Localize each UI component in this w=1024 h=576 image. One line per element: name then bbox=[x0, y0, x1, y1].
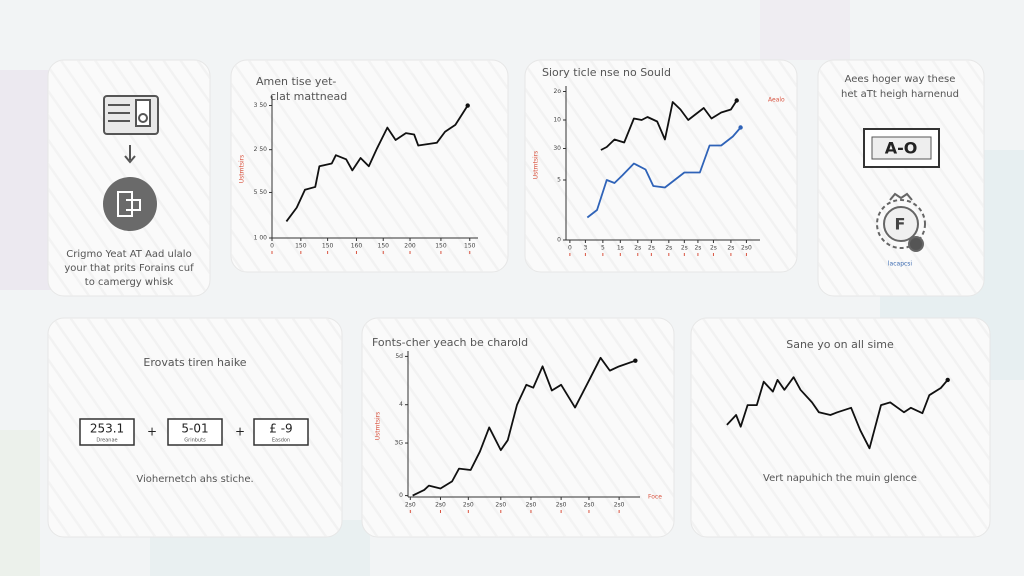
end-point bbox=[465, 103, 470, 108]
x-tick-label: 2s bbox=[681, 245, 688, 252]
stat-box bbox=[253, 418, 309, 446]
info-box-inner bbox=[871, 136, 932, 160]
x-tick-label: 2s0 bbox=[463, 502, 474, 509]
x-tick-label: 2s0 bbox=[741, 245, 752, 252]
x-tick-label: 160 bbox=[351, 243, 363, 250]
info-box-label: A-O bbox=[885, 139, 918, 158]
stat-value: 253.1 bbox=[90, 422, 124, 436]
x-tick-label: 2s0 bbox=[584, 502, 595, 509]
x-tick-label: 150 bbox=[464, 243, 476, 250]
info-heading: Aees hoger way these bbox=[845, 74, 956, 85]
x-tick-label: 200 bbox=[404, 243, 416, 250]
info-caption: lacapcsi bbox=[888, 261, 913, 268]
end-point bbox=[945, 377, 950, 383]
end-point bbox=[633, 358, 638, 363]
x-tick-label: 150 bbox=[295, 243, 307, 250]
chart-title: Fonts-cher yeach be charold bbox=[372, 336, 528, 349]
y-tick-label: 5 50 bbox=[254, 189, 268, 196]
y-tick-label: 4 bbox=[399, 401, 403, 408]
x-tick-label: 2s0 bbox=[526, 502, 537, 509]
x-tick-label: 2s bbox=[648, 245, 655, 252]
annotation: Aealo bbox=[768, 97, 785, 104]
y-tick-label: 0 bbox=[399, 492, 403, 499]
x-tick-label: 2s0 bbox=[556, 502, 567, 509]
chart-caption: Vert napuhich the muin glence bbox=[763, 473, 917, 484]
stat-value: 5-01 bbox=[181, 422, 208, 436]
x-tick-label: 3 bbox=[583, 245, 587, 252]
x-tick-label: 2s bbox=[694, 245, 701, 252]
x-tick-label: 2s bbox=[727, 245, 734, 252]
chart-title: Siory ticle nse no Sould bbox=[542, 66, 671, 79]
end-point bbox=[734, 98, 739, 103]
x-tick-label: 150 bbox=[435, 243, 447, 250]
y-tick-label: 0 bbox=[557, 237, 561, 244]
x-tick-label: 2s0 bbox=[435, 502, 446, 509]
x-tick-label: 1s bbox=[617, 245, 624, 252]
x-tick-label: 150 bbox=[322, 243, 334, 250]
chart-title: Amen tise yet- bbox=[256, 75, 336, 88]
stat-operator: + bbox=[235, 425, 245, 439]
stat-box bbox=[167, 418, 223, 446]
x-tick-label: 5 bbox=[601, 245, 605, 252]
flow-caption: to camergy whisk bbox=[85, 277, 174, 288]
line-series bbox=[600, 100, 738, 151]
y-tick-label: 30 bbox=[553, 145, 561, 152]
chart-subtitle: clat mattnead bbox=[270, 90, 347, 103]
y-axis-label: Ustmtsirs bbox=[375, 412, 382, 440]
chart-title: Sane yo on all sime bbox=[786, 338, 894, 351]
stat-label: Dreanae bbox=[96, 438, 117, 444]
stat-value: £ -9 bbox=[269, 422, 292, 436]
x-tick-label: 2s bbox=[634, 245, 641, 252]
y-axis-label: Ustmtsirs bbox=[533, 151, 540, 179]
end-point bbox=[738, 125, 743, 130]
y-tick-label: 3G bbox=[395, 440, 404, 447]
y-tick-label: 5 bbox=[557, 177, 561, 184]
info-heading: het aTt heigh harnenud bbox=[841, 89, 959, 100]
stats-heading: Erovats tiren haike bbox=[143, 356, 246, 369]
line-series bbox=[726, 376, 949, 450]
x-tick-label: 0 bbox=[568, 245, 572, 252]
y-tick-label: 1 00 bbox=[254, 235, 268, 242]
stats-caption: Viohernetch ahs stiche. bbox=[136, 474, 253, 485]
x-tick-label: 2s0 bbox=[405, 502, 416, 509]
stat-operator: + bbox=[147, 425, 157, 439]
y-tick-label: 10 bbox=[553, 117, 561, 124]
annotation: Foce bbox=[648, 494, 662, 501]
y-tick-label: 2o bbox=[554, 88, 562, 95]
y-tick-label: 5d bbox=[395, 353, 403, 360]
x-tick-label: 0 bbox=[270, 243, 274, 250]
line-series bbox=[586, 126, 742, 219]
y-axis-label: Ustmtsirs bbox=[239, 155, 246, 183]
flow-caption: your that prits Forains cuf bbox=[64, 263, 194, 274]
line-series bbox=[285, 105, 469, 222]
stat-label: Grinbuts bbox=[184, 438, 206, 444]
x-tick-label: 2s0 bbox=[614, 502, 625, 509]
y-tick-label: 2 50 bbox=[254, 146, 268, 153]
x-tick-label: 2s bbox=[665, 245, 672, 252]
flow-caption: Crigmo Yeat AT Aad ulalo bbox=[66, 249, 191, 260]
info-icon bbox=[876, 192, 926, 252]
x-tick-label: 150 bbox=[378, 243, 390, 250]
y-tick-label: 3 50 bbox=[254, 102, 268, 109]
stat-box bbox=[79, 418, 135, 446]
line-series bbox=[412, 356, 636, 497]
stat-label: Easdon bbox=[272, 438, 290, 444]
x-tick-label: 2s bbox=[710, 245, 717, 252]
flow-icons bbox=[103, 95, 159, 231]
info-icon-label: F bbox=[895, 215, 906, 234]
x-tick-label: 2s0 bbox=[495, 502, 506, 509]
